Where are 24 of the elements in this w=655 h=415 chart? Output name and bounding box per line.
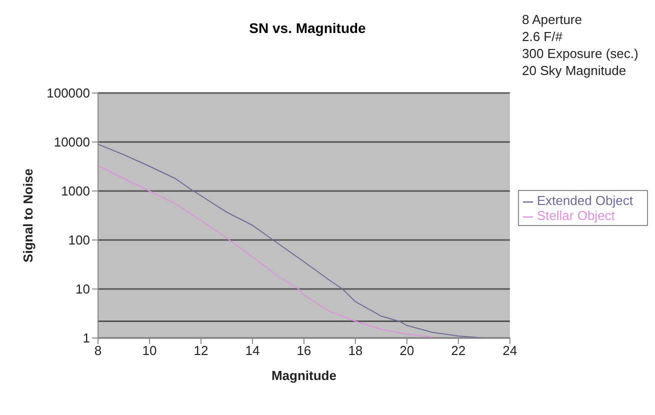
text: 8 Aperture [522,12,583,27]
chart-title: SN vs. Magnitude [248,20,367,36]
x-tick-label: 20 [400,343,414,358]
x-axis-title: Magnitude [271,368,336,383]
legend-label: Stellar Object [536,208,615,223]
x-tick-label: 22 [451,343,466,358]
text: 300 Exposure (sec.) [522,46,640,61]
y-tick-label: 10 [76,282,90,297]
y-tick-label: 10000 [54,134,90,150]
x-tick-label: 14 [245,343,260,358]
x-tick-label: 12 [194,343,208,358]
y-tick-label: 1000 [61,184,90,199]
y-tick-label: 100000 [46,86,90,101]
x-tick-label: 24 [502,343,518,358]
x-tick-label: 18 [348,343,363,358]
y-tick-label: 100 [68,232,90,248]
y-axis-title: Signal to Noise [20,168,36,262]
x-tick-label: 8 [94,343,102,358]
legend-label: Extended Object [536,193,633,208]
y-tick-label: 1 [82,330,90,346]
x-tick-label: 16 [296,343,312,358]
x-tick-label: 10 [142,343,157,358]
text: 2.6 F/# [522,29,564,44]
text: 20 Sky Magnitude [522,63,628,78]
